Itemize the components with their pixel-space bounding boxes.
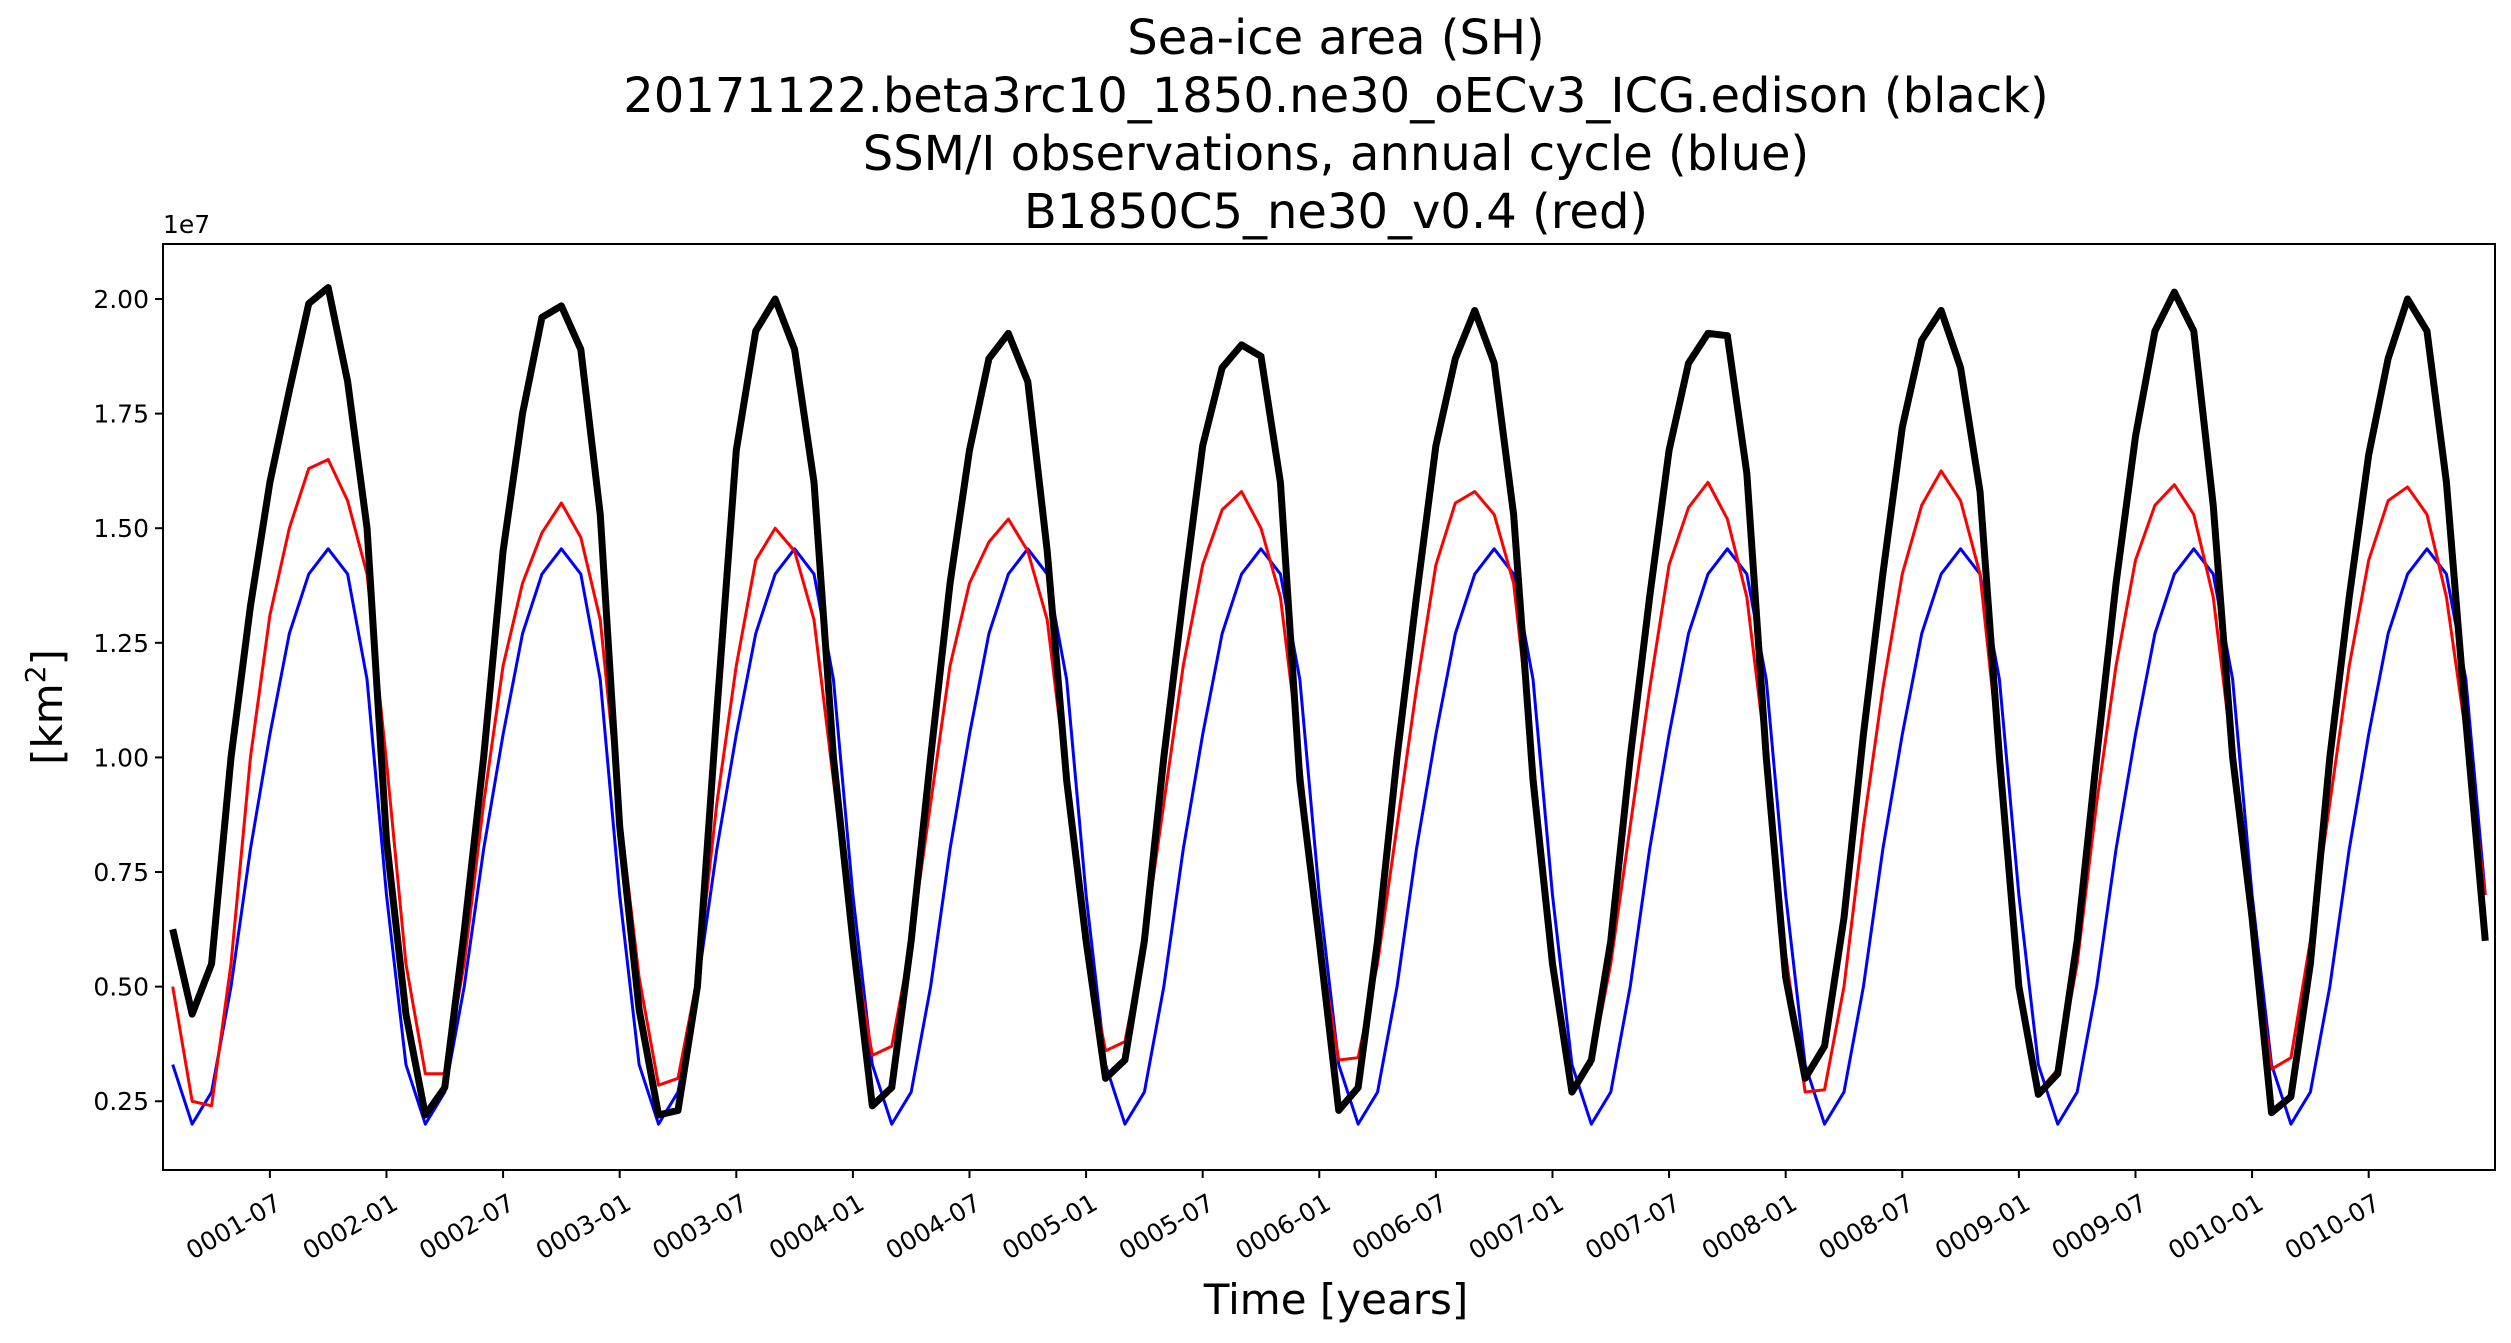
- series-layer: [169, 284, 2489, 1126]
- y-axis-label-superscript: 2: [19, 665, 52, 683]
- y-tick-label: 0.75: [93, 858, 149, 887]
- x-tick-label: 0003-07: [648, 1188, 753, 1265]
- y-tick-label: 2.00: [93, 285, 149, 314]
- chart-title: Sea-ice area (SH) 20171122.beta3rc10_185…: [623, 10, 2048, 240]
- y-tick-label: 1.00: [93, 743, 149, 772]
- y-tick-label: 1.75: [93, 400, 149, 429]
- title-line-2: 20171122.beta3rc10_1850.ne30_oECv3_ICG.e…: [623, 68, 2048, 124]
- title-line-1: Sea-ice area (SH): [1127, 10, 1545, 66]
- x-tick-label: 0002-07: [414, 1188, 519, 1265]
- y-axis-label-close: ]: [23, 649, 72, 665]
- x-tick-label: 0007-07: [1580, 1188, 1685, 1265]
- x-tick-label: 0008-07: [1814, 1188, 1919, 1265]
- x-tick-label: 0003-01: [531, 1188, 636, 1265]
- x-tick-label: 0010-07: [2280, 1188, 2385, 1265]
- x-tick-label: 0010-01: [2163, 1188, 2268, 1265]
- y-offset-label: 1e7: [163, 210, 210, 239]
- y-tick-label: 0.50: [93, 973, 149, 1002]
- x-tick-label: 0009-01: [1930, 1188, 2035, 1265]
- observations-line: [171, 547, 2487, 1126]
- x-tick-label: 0006-01: [1231, 1188, 1336, 1265]
- y-axis-label-main: [km: [23, 683, 72, 765]
- y-tick-label: 0.25: [93, 1087, 149, 1116]
- y-tick-label: 1.50: [93, 514, 149, 543]
- x-tick-label: 0002-01: [298, 1188, 403, 1265]
- x-tick-label: 0004-01: [764, 1188, 869, 1265]
- plot-frame: [162, 243, 2496, 1171]
- x-tick-label: 0001-07: [181, 1188, 286, 1265]
- x-tick-label: 0006-07: [1347, 1188, 1452, 1265]
- y-tick-label: 1.25: [93, 629, 149, 658]
- title-line-4: B1850C5_ne30_v0.4 (red): [1024, 184, 1648, 240]
- y-axis-label: [km2]: [19, 649, 72, 765]
- beta3rc10-line: [169, 284, 2489, 1119]
- x-tick-label: 0007-01: [1464, 1188, 1569, 1265]
- x-tick-label: 0004-07: [881, 1188, 986, 1265]
- x-tick-label: 0008-01: [1697, 1188, 1802, 1265]
- x-tick-label: 0009-07: [2047, 1188, 2152, 1265]
- x-tick-label: 0005-01: [997, 1188, 1102, 1265]
- title-line-3: SSM/I observations, annual cycle (blue): [863, 126, 1810, 182]
- x-axis-ticks: 0001-07 0002-01 0002-07 0003-01 0003-07 0004-…: [181, 1170, 2385, 1265]
- x-axis-label: Time [years]: [1203, 1275, 1469, 1324]
- x-tick-label: 0005-07: [1114, 1188, 1219, 1265]
- y-axis-ticks: 0.25 0.50 0.75 1.00 1.25 1.50 1.75 2.00: [93, 285, 163, 1116]
